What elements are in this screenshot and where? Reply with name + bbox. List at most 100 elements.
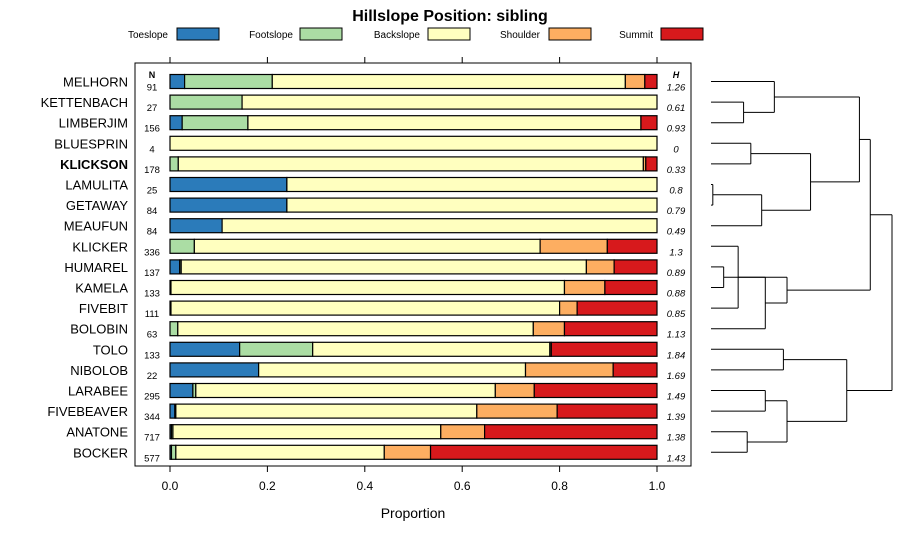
bar-bolobin-summit	[563, 321, 658, 337]
y-label-bluesprin: BLUESPRIN	[54, 136, 128, 151]
bar-kamela-shoulder	[563, 279, 606, 296]
y-label-klickson: KLICKSON	[60, 157, 128, 172]
h-label-humarel: 0.89	[667, 268, 686, 279]
bar-bolobin-footslope	[169, 321, 179, 337]
y-label-fivebeaver: FIVEBEAVER	[47, 404, 128, 419]
bar-fivebit-shoulder	[558, 300, 578, 316]
bar-limberjim-summit	[640, 115, 658, 131]
bar-nibolob-toeslope	[169, 362, 260, 378]
n-label-fivebeaver: 344	[144, 412, 160, 423]
y-label-larabee: LARABEE	[68, 384, 128, 399]
h-labels: 1.26 0.61 0.93 0 0.33 0.8 0.79 0.49 1.3 0.89 0.88 0…	[667, 83, 686, 465]
bar-kettenbach-footslope	[169, 94, 243, 110]
h-label-bocker: 1.43	[667, 453, 686, 464]
bar-klicker-footslope	[169, 238, 195, 254]
legend-swatch-backslope	[427, 27, 471, 41]
x-tick-label-1: 0.2	[259, 479, 276, 493]
bar-bocker-backslope	[175, 444, 385, 460]
chart-title: Hillslope Position: sibling	[352, 8, 548, 25]
bar-klickson-summit	[645, 156, 658, 172]
bar-bluesprin-backslope	[169, 135, 658, 151]
n-label-bluesprin: 4	[149, 144, 154, 155]
bar-melhorn-footslope	[184, 73, 273, 90]
bar-fivebeaver-toeslope	[169, 403, 176, 419]
h-label-larabee: 1.49	[667, 392, 686, 403]
y-label-melhorn: MELHORN	[63, 75, 128, 90]
legend-swatch-toeslope	[176, 27, 220, 41]
bar-kamela-backslope	[170, 279, 566, 296]
n-labels: 91 27 156 4 178 25 84 84 336 137 133 111 63 133 22 295 3…	[144, 83, 160, 465]
bar-tolo-footslope	[239, 341, 314, 357]
x-tick-label-0: 0.0	[162, 479, 179, 493]
legend: Toeslope Footslope Backslope Shoulder Summit	[128, 27, 704, 41]
n-label-klickson: 178	[144, 165, 160, 176]
n-label-humarel: 137	[144, 268, 160, 279]
bar-anatone-shoulder	[440, 424, 486, 440]
bar-humarel-shoulder	[585, 259, 615, 275]
bar-bocker-footslope	[170, 444, 177, 460]
bar-tolo-backslope	[312, 341, 551, 357]
x-axis: 0.0 0.2 0.4 0.6 0.8 1.0	[162, 57, 666, 493]
bar-meaufun-toeslope	[169, 218, 223, 234]
n-label-melhorn: 91	[147, 83, 158, 94]
bar-larabee-toeslope	[169, 382, 194, 399]
bar-limberjim-toeslope	[169, 115, 183, 131]
n-label-nibolob: 22	[147, 371, 158, 382]
y-label-bocker: BOCKER	[73, 445, 128, 460]
bar-kamela-summit	[604, 279, 658, 296]
bar-stack-group	[169, 73, 658, 460]
bar-larabee-backslope	[195, 382, 496, 399]
legend-swatch-summit	[660, 27, 704, 41]
h-label-tolo: 1.84	[667, 350, 686, 361]
bar-lamulita-backslope	[286, 176, 658, 193]
bar-tolo-toeslope	[169, 341, 241, 357]
h-label-lamulita: 0.8	[669, 186, 683, 197]
h-label-fivebit: 0.85	[667, 309, 686, 320]
h-label-meaufun: 0.49	[667, 227, 686, 238]
n-label-bocker: 577	[144, 453, 160, 464]
h-label-anatone: 1.38	[667, 433, 686, 444]
bar-humarel-toeslope	[169, 259, 181, 275]
bar-nibolob-summit	[612, 362, 658, 378]
bar-klicker-backslope	[193, 238, 541, 254]
x-tick-label-2: 0.4	[356, 479, 373, 493]
h-label-getaway: 0.79	[667, 206, 686, 217]
legend-swatch-shoulder	[548, 27, 592, 41]
legend-label-backslope: Backslope	[374, 30, 421, 41]
bar-lamulita-toeslope	[169, 176, 288, 193]
y-label-bolobin: BOLOBIN	[70, 322, 128, 337]
bar-bolobin-backslope	[177, 321, 534, 337]
h-label-bluesprin: 0	[673, 144, 679, 155]
y-label-tolo: TOLO	[93, 342, 128, 357]
bar-fivebeaver-backslope	[175, 403, 478, 419]
h-label-limberjim: 0.93	[667, 124, 686, 135]
bar-anatone-backslope	[172, 424, 442, 440]
h-label-bolobin: 1.13	[667, 330, 686, 341]
bar-bolobin-shoulder	[532, 321, 566, 337]
bar-klickson-footslope	[169, 156, 179, 172]
n-label-getaway: 84	[147, 206, 158, 217]
bar-melhorn-shoulder	[624, 73, 646, 90]
legend-label-toeslope: Toeslope	[128, 30, 168, 41]
h-label-melhorn: 1.26	[667, 83, 686, 94]
y-label-meaufun: MEAUFUN	[64, 219, 128, 234]
bar-fivebeaver-shoulder	[476, 403, 558, 419]
bar-limberjim-backslope	[247, 115, 642, 131]
y-label-getaway: GETAWAY	[66, 198, 128, 213]
bar-nibolob-backslope	[258, 362, 527, 378]
bar-kettenbach-backslope	[241, 94, 658, 110]
n-label-tolo: 133	[144, 350, 160, 361]
h-label-fivebeaver: 1.39	[667, 412, 686, 423]
bar-klickson-backslope	[177, 156, 644, 172]
y-axis-labels: MELHORN KETTENBACH LIMBERJIM BLUESPRIN KLICK…	[41, 75, 129, 461]
bar-melhorn-backslope	[271, 73, 626, 90]
bar-larabee-shoulder	[494, 382, 535, 399]
y-label-limberjim: LIMBERJIM	[59, 116, 128, 131]
y-label-kettenbach: KETTENBACH	[41, 95, 128, 110]
y-label-nibolob: NIBOLOB	[70, 363, 128, 378]
bar-fivebit-summit	[576, 300, 658, 316]
n-label-kettenbach: 27	[147, 103, 158, 114]
h-label-klickson: 0.33	[667, 165, 686, 176]
legend-label-summit: Summit	[619, 30, 653, 41]
